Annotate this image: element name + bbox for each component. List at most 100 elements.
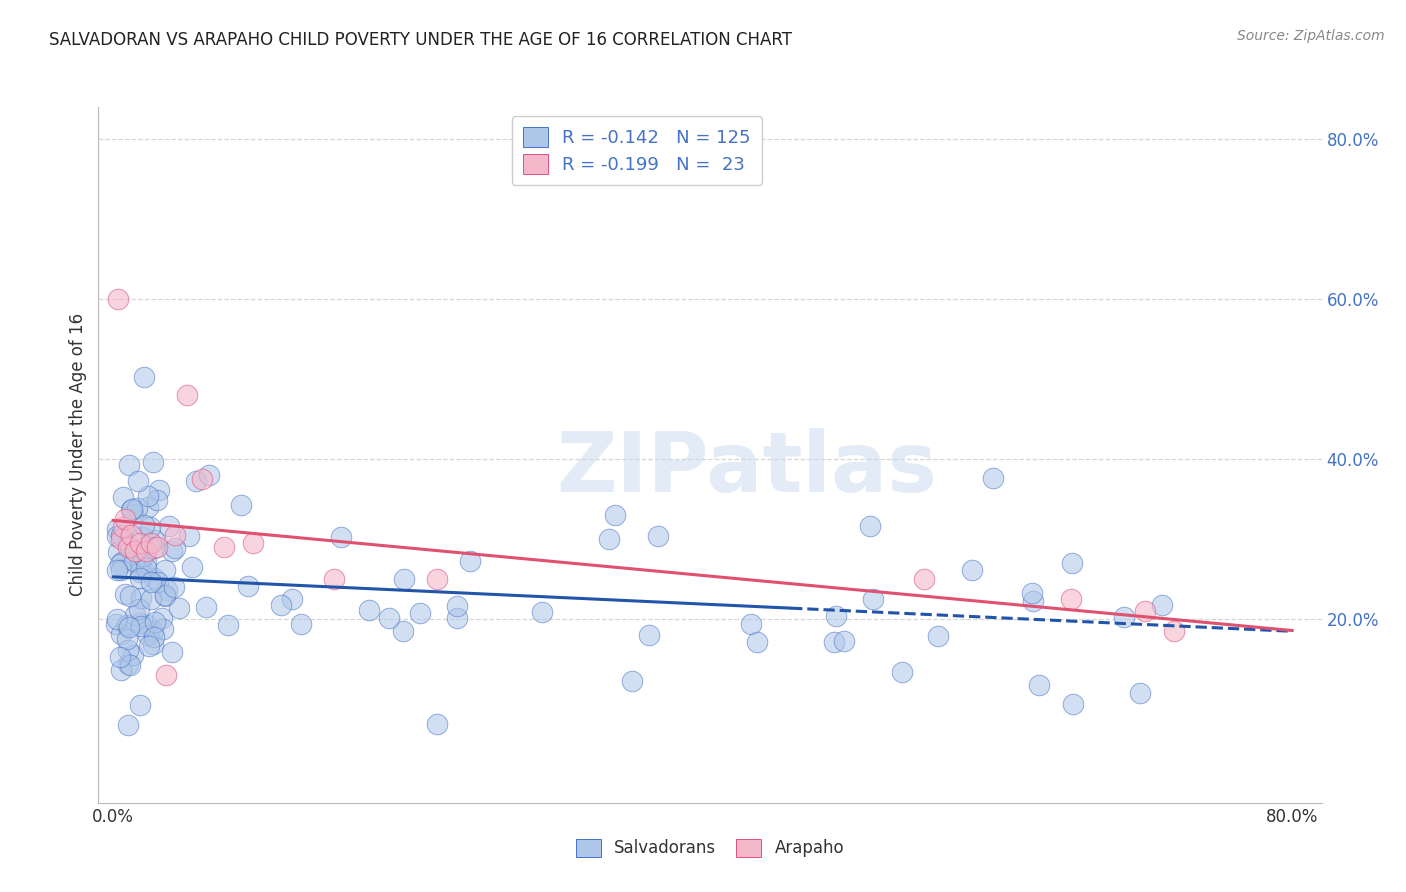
Point bbox=[143, 541, 166, 556]
Point bbox=[359, 603, 381, 617]
Point bbox=[531, 605, 554, 619]
Point bbox=[426, 572, 449, 586]
Point bbox=[409, 606, 432, 620]
Point bbox=[142, 637, 165, 651]
Point bbox=[912, 572, 935, 586]
Point bbox=[115, 618, 138, 632]
Point bbox=[862, 592, 884, 607]
Point bbox=[824, 609, 846, 624]
Point bbox=[129, 698, 152, 712]
Point bbox=[105, 563, 128, 577]
Point bbox=[1021, 585, 1043, 599]
Point bbox=[458, 554, 481, 568]
Point bbox=[184, 474, 207, 488]
Point bbox=[446, 610, 468, 624]
Point bbox=[155, 668, 177, 682]
Point bbox=[118, 540, 141, 554]
Point bbox=[157, 519, 180, 533]
Point bbox=[135, 561, 157, 575]
Point bbox=[197, 467, 219, 482]
Point bbox=[121, 648, 143, 663]
Point bbox=[131, 591, 153, 606]
Point bbox=[139, 591, 162, 606]
Point bbox=[190, 472, 212, 486]
Point bbox=[115, 632, 138, 647]
Point bbox=[281, 592, 304, 607]
Point bbox=[129, 615, 152, 630]
Point bbox=[167, 600, 190, 615]
Point bbox=[162, 645, 184, 659]
Point bbox=[124, 544, 146, 558]
Point bbox=[114, 512, 136, 526]
Point bbox=[120, 528, 142, 542]
Point bbox=[155, 588, 177, 602]
Point bbox=[217, 618, 239, 632]
Point bbox=[179, 529, 201, 543]
Point bbox=[129, 565, 152, 579]
Point bbox=[176, 388, 198, 402]
Point bbox=[426, 717, 449, 731]
Point bbox=[129, 557, 152, 571]
Point bbox=[392, 624, 415, 638]
Point bbox=[121, 501, 143, 516]
Point bbox=[117, 540, 139, 554]
Point bbox=[156, 582, 179, 597]
Point bbox=[139, 575, 162, 590]
Point bbox=[323, 572, 346, 586]
Point bbox=[110, 627, 132, 641]
Point bbox=[110, 532, 132, 546]
Point bbox=[927, 629, 949, 643]
Point bbox=[148, 483, 170, 498]
Point bbox=[132, 549, 155, 564]
Point bbox=[858, 519, 880, 533]
Point bbox=[118, 620, 141, 634]
Point bbox=[823, 635, 845, 649]
Point bbox=[141, 536, 163, 550]
Point bbox=[163, 580, 186, 594]
Point bbox=[181, 560, 204, 574]
Point bbox=[122, 554, 145, 568]
Point bbox=[131, 531, 153, 545]
Point bbox=[118, 658, 141, 673]
Point bbox=[125, 501, 148, 516]
Point bbox=[132, 517, 155, 532]
Point bbox=[136, 628, 159, 642]
Point bbox=[135, 544, 157, 558]
Point bbox=[107, 612, 129, 626]
Point bbox=[740, 617, 762, 632]
Point bbox=[747, 635, 769, 649]
Point bbox=[117, 643, 139, 657]
Point bbox=[195, 600, 218, 615]
Point bbox=[138, 520, 160, 534]
Point bbox=[121, 507, 143, 521]
Point bbox=[118, 458, 141, 472]
Point bbox=[110, 663, 132, 677]
Point bbox=[117, 718, 139, 732]
Point bbox=[1021, 594, 1043, 608]
Point bbox=[129, 619, 152, 633]
Point bbox=[165, 541, 187, 555]
Point bbox=[110, 649, 132, 664]
Point bbox=[117, 657, 139, 671]
Point bbox=[111, 555, 134, 569]
Point bbox=[138, 640, 160, 654]
Point bbox=[112, 491, 135, 505]
Point bbox=[1112, 609, 1135, 624]
Point bbox=[135, 555, 157, 569]
Point bbox=[134, 369, 156, 384]
Point bbox=[146, 493, 169, 508]
Point bbox=[832, 634, 855, 648]
Point bbox=[142, 624, 165, 638]
Point bbox=[136, 500, 159, 515]
Point bbox=[647, 529, 669, 543]
Point bbox=[160, 544, 183, 558]
Point bbox=[142, 571, 165, 585]
Point bbox=[153, 562, 176, 576]
Point bbox=[142, 455, 165, 469]
Point bbox=[107, 545, 129, 559]
Point bbox=[605, 508, 627, 522]
Point bbox=[124, 607, 146, 622]
Point bbox=[1060, 556, 1083, 570]
Point bbox=[129, 571, 152, 585]
Point bbox=[960, 563, 983, 577]
